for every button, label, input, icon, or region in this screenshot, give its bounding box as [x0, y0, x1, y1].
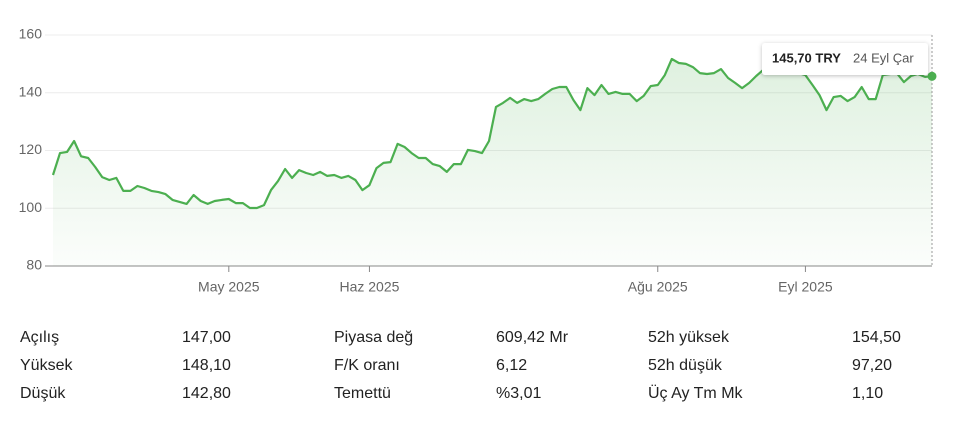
x-tick-label: Haz 2025	[339, 279, 399, 295]
tooltip-date: 24 Eyl Çar	[853, 50, 914, 65]
stat-value: 154,50	[852, 329, 901, 346]
stat-label: Açılış	[20, 329, 59, 346]
stats-table: Açılış 147,00 Yüksek 148,10 Düşük 142,80 Piyas…	[20, 329, 901, 402]
hover-dot	[927, 71, 937, 81]
stat-value: 147,00	[182, 329, 231, 346]
stat-value: 609,42 Mr	[496, 329, 569, 346]
x-tick-label: Eyl 2025	[778, 279, 833, 295]
tooltip-price: 145,70 TRY	[772, 50, 841, 65]
stat-label: 52h düşük	[648, 357, 723, 374]
stat-label: Temettü	[334, 385, 391, 402]
x-tick-label: May 2025	[198, 279, 260, 295]
tooltip: 145,70 TRY 24 Eyl Çar	[762, 43, 928, 75]
stat-value: %3,01	[496, 385, 541, 402]
stat-label: F/K oranı	[334, 357, 400, 374]
plot-area: 80 100 120 140 160 May 2025 Haz 2025 Ağu 2025 Ey…	[19, 26, 937, 295]
y-tick-label: 120	[19, 141, 43, 157]
y-tick-label: 140	[19, 83, 43, 99]
stat-value: 142,80	[182, 385, 231, 402]
stat-value: 148,10	[182, 357, 231, 374]
stat-value: 97,20	[852, 357, 892, 374]
stat-label: Yüksek	[20, 357, 73, 374]
area	[53, 59, 932, 266]
stat-label: Üç Ay Tm Mk	[648, 384, 744, 402]
y-tick-label: 100	[19, 199, 43, 215]
x-tick-label: Ağu 2025	[628, 279, 688, 295]
stat-label: 52h yüksek	[648, 329, 730, 346]
stat-value: 6,12	[496, 357, 527, 374]
y-tick-label: 160	[19, 26, 43, 42]
tooltip-box	[762, 43, 928, 75]
stat-label: Piyasa değ	[334, 329, 413, 346]
y-tick-label: 80	[26, 257, 42, 273]
stat-value: 1,10	[852, 385, 883, 402]
stat-label: Düşük	[20, 385, 66, 402]
